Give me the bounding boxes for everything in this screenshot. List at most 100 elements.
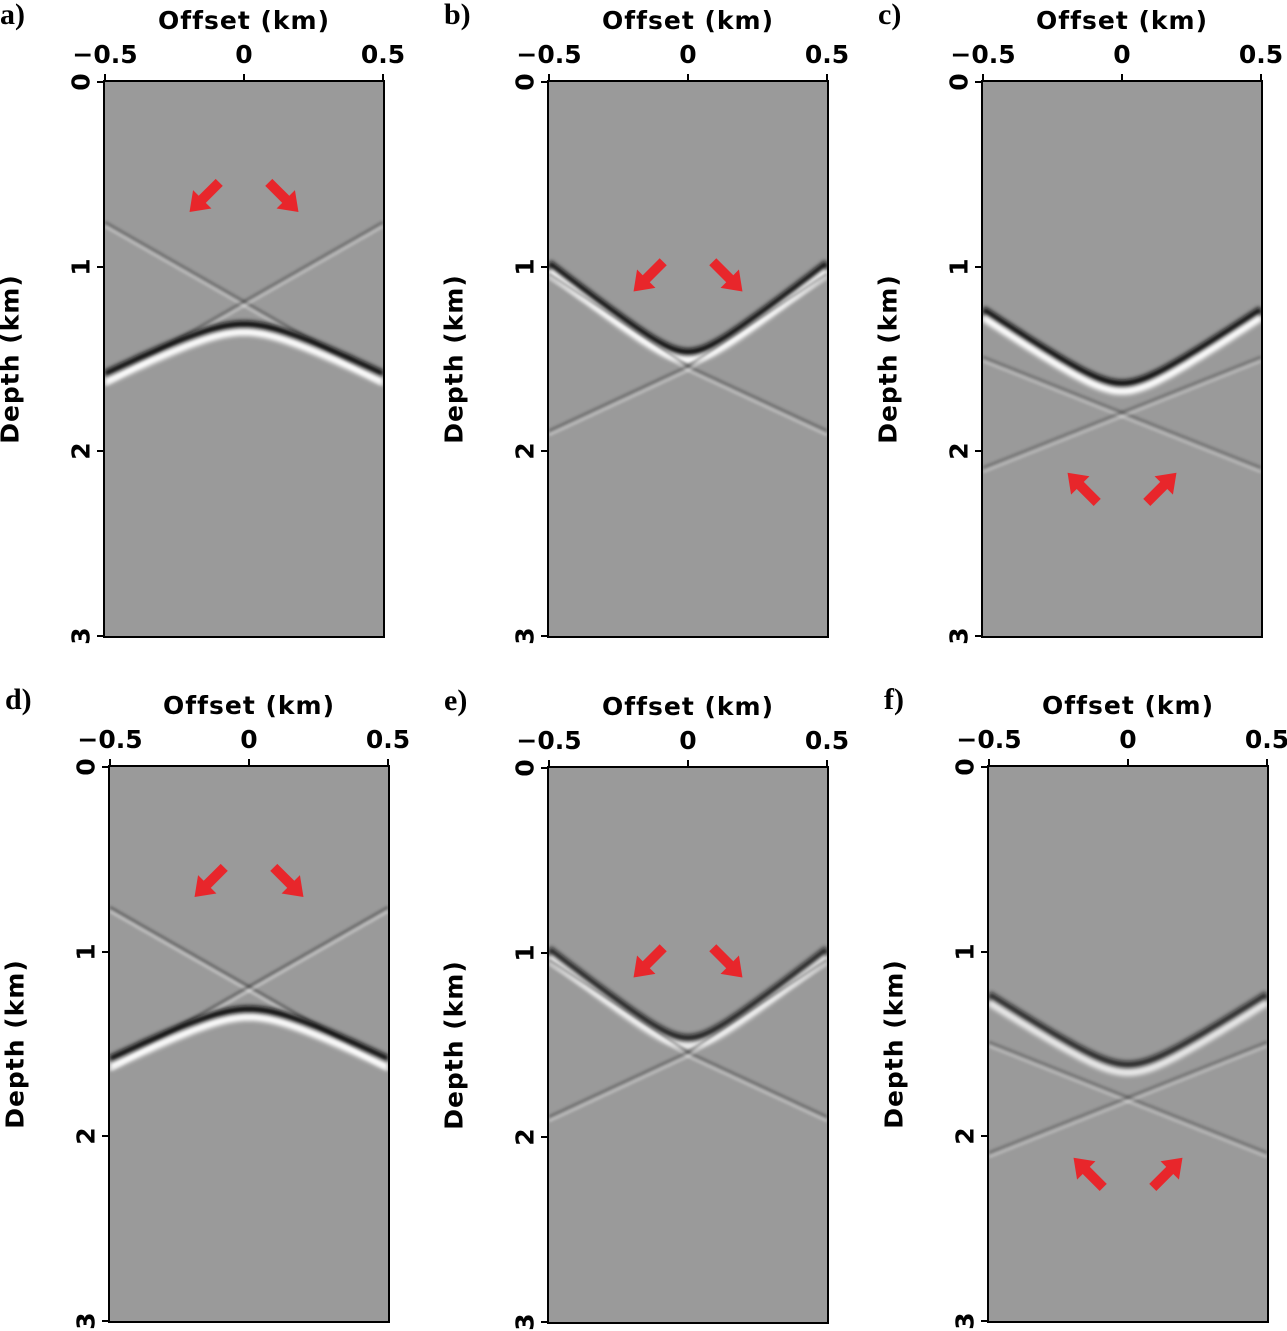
x-tick-label: 0.5 <box>1244 725 1287 754</box>
panel-label: c) <box>878 0 902 31</box>
x-tick-label: −0.5 <box>956 725 1022 754</box>
y-axis-title: Depth (km) <box>0 959 30 1129</box>
y-tick-mark <box>102 766 109 768</box>
seismic-image <box>549 82 827 636</box>
event-band-light <box>983 314 1261 395</box>
event-band-light <box>549 268 827 364</box>
panel-a: a) Offset (km) Depth (km) −0.5 0 0.5 0 1 2 3 <box>0 0 405 645</box>
x-tick-mark <box>1121 74 1123 81</box>
event-band-light <box>110 1013 388 1071</box>
x-tick-label: 0 <box>1113 40 1131 69</box>
y-tick-label: 3 <box>510 627 540 645</box>
x-axis-title: Offset (km) <box>601 6 775 35</box>
event-line-dark <box>549 958 827 1119</box>
seismic-image <box>110 767 388 1321</box>
panel-label: b) <box>444 0 471 31</box>
y-axis-title: Depth (km) <box>439 274 469 444</box>
x-tick-label: 0.5 <box>365 725 411 754</box>
event-line-dark <box>989 1040 1267 1154</box>
y-tick-mark <box>981 1135 988 1138</box>
x-axis-title: Offset (km) <box>162 691 336 720</box>
red-arrow-icon <box>1067 472 1101 506</box>
x-tick-mark <box>826 74 828 81</box>
panel-b: b) Offset (km) Depth (km) −0.5 0 0.5 0 1 2 3 <box>440 0 850 645</box>
red-arrow-icon <box>270 863 304 898</box>
image-background <box>989 767 1267 1321</box>
x-axis-title: Offset (km) <box>601 692 775 721</box>
event-band-dark <box>983 306 1261 387</box>
y-axis-title: Depth (km) <box>0 274 25 444</box>
y-tick-label: 3 <box>950 1312 980 1330</box>
event-band-dark <box>549 260 827 356</box>
x-tick-label: 0 <box>235 40 253 69</box>
x-tick-mark <box>109 759 111 766</box>
y-tick-mark <box>975 450 982 453</box>
seismic-image <box>549 768 827 1322</box>
x-tick-mark <box>548 74 550 81</box>
image-background <box>110 767 388 1321</box>
red-arrow-icon <box>189 178 223 213</box>
y-tick-label: 3 <box>66 627 96 645</box>
y-tick-mark <box>541 1136 548 1139</box>
y-tick-label: 1 <box>944 257 974 276</box>
panel-e: e) Offset (km) Depth (km) −0.5 0 0.5 0 1 2 3 <box>440 684 850 1331</box>
seismic-image <box>105 82 383 636</box>
y-tick-mark <box>102 950 109 953</box>
y-axis-title: Depth (km) <box>879 959 909 1129</box>
y-tick-label: 0 <box>66 73 96 91</box>
y-tick-label: 0 <box>510 759 540 777</box>
y-tick-label: 2 <box>71 1127 101 1146</box>
red-arrow-icon <box>709 944 743 978</box>
event-line-light <box>549 962 827 1123</box>
y-tick-mark <box>541 767 548 769</box>
panel-d: d) Offset (km) Depth (km) −0.5 0 0.5 0 1 2 3 <box>1 683 411 1330</box>
panel-f: f) Offset (km) Depth (km) −0.5 0 0.5 0 1 2 3 <box>880 683 1287 1330</box>
red-arrow-icon <box>265 178 299 213</box>
y-axis-title: Depth (km) <box>873 274 903 444</box>
y-tick-mark <box>97 81 104 83</box>
y-tick-label: 2 <box>950 1127 980 1146</box>
y-tick-mark <box>981 766 988 768</box>
panel-label: f) <box>884 683 904 716</box>
x-tick-label: 0.5 <box>360 40 406 69</box>
y-tick-label: 3 <box>71 1312 101 1330</box>
event-line-light <box>983 359 1261 474</box>
x-tick-mark <box>243 74 245 81</box>
y-tick-mark <box>541 951 548 954</box>
x-tick-label: 0 <box>679 726 697 755</box>
y-tick-label: 0 <box>71 758 101 776</box>
y-tick-label: 1 <box>950 942 980 961</box>
y-tick-label: 1 <box>510 257 540 276</box>
x-tick-label: −0.5 <box>72 40 138 69</box>
x-tick-label: −0.5 <box>516 40 582 69</box>
x-tick-mark <box>387 759 389 766</box>
red-arrow-icon <box>633 944 667 978</box>
x-tick-mark <box>382 74 384 81</box>
x-tick-label: −0.5 <box>950 40 1016 69</box>
y-tick-label: 2 <box>510 1128 540 1147</box>
panel-label: d) <box>5 683 32 716</box>
y-tick-mark <box>541 1321 548 1323</box>
y-tick-label: 1 <box>510 943 540 962</box>
red-arrow-icon <box>1073 1157 1107 1191</box>
x-tick-label: 0.5 <box>1238 40 1284 69</box>
event-band-light <box>549 954 827 1050</box>
event-line-light <box>549 276 827 437</box>
panel-label: a) <box>0 0 25 31</box>
red-arrow-icon <box>1149 1157 1183 1191</box>
event-band-dark <box>989 991 1267 1069</box>
x-tick-mark <box>1260 74 1262 81</box>
event-band-light <box>105 328 383 386</box>
x-tick-label: 0 <box>240 725 258 754</box>
x-tick-mark <box>1127 759 1129 766</box>
seismic-image <box>983 82 1261 636</box>
y-tick-label: 2 <box>66 442 96 461</box>
x-tick-mark <box>104 74 106 81</box>
y-tick-label: 2 <box>510 442 540 461</box>
image-background <box>983 82 1261 636</box>
y-tick-mark <box>981 1320 988 1322</box>
image-background <box>105 82 383 636</box>
y-tick-mark <box>541 635 548 637</box>
y-tick-mark <box>541 81 548 83</box>
y-tick-label: 2 <box>944 442 974 461</box>
